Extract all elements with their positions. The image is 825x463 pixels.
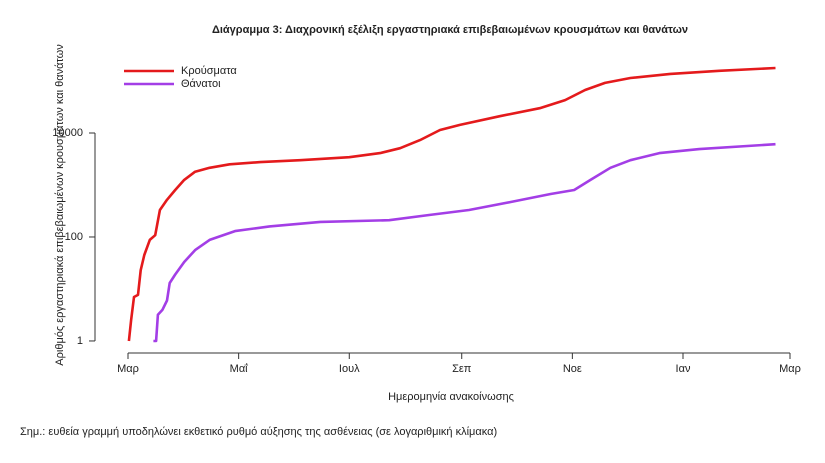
x-tick-label: Μαρ — [117, 363, 139, 375]
x-tick-label: Σεπ — [452, 363, 472, 375]
legend-label: Κρούσματα — [181, 65, 237, 77]
chart-title: Διάγραμμα 3: Διαχρονική εξέλιξη εργαστηρ… — [212, 24, 688, 36]
y-tick-label: 1 — [77, 335, 83, 347]
x-tick-label: Νοε — [563, 363, 582, 375]
x-axis-label: Ημερομηνία ανακοίνωσης — [388, 391, 514, 403]
y-tick-label: 100 — [65, 231, 83, 243]
y-axis-label: Αριθμός εργαστηριακά επιβεβαιωμένων κρου… — [54, 44, 66, 366]
series-line — [153, 142, 776, 343]
x-tick-label: Ιαν — [676, 363, 691, 375]
note: Σημ.: ευθεία γραμμή υποδηλώνει εκθετικό … — [20, 426, 497, 438]
y-tick-label: 10000 — [52, 127, 83, 139]
x-tick-label: Ιουλ — [339, 363, 360, 375]
x-tick-label: Μαρ — [779, 363, 801, 375]
legend-label: Θάνατοι — [181, 78, 221, 90]
series-line — [127, 66, 776, 342]
x-tick-label: Μαΐ — [230, 363, 249, 375]
